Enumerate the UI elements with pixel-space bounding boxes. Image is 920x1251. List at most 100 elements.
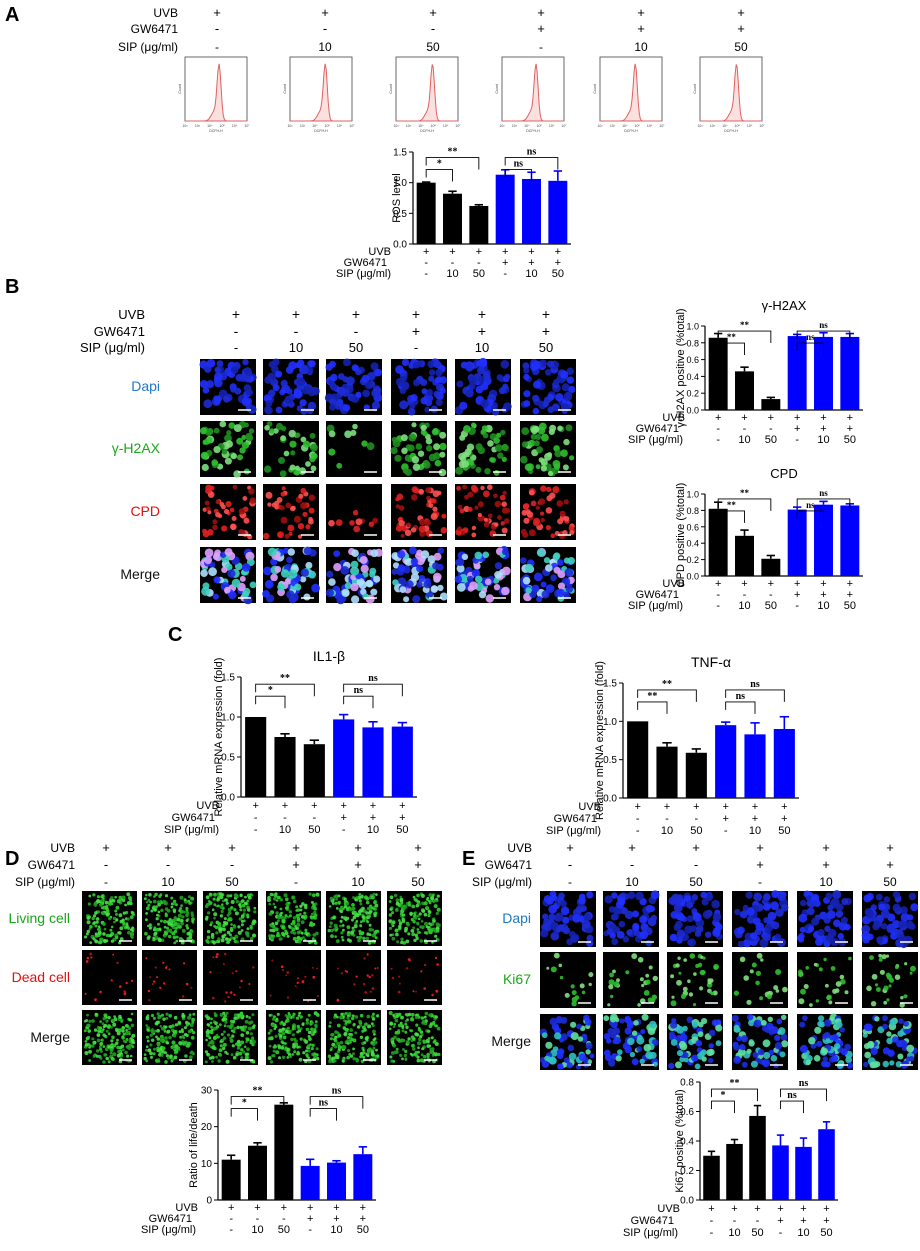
chart-title: γ-H2AX bbox=[762, 298, 807, 313]
cell-dot bbox=[373, 1040, 378, 1045]
micrograph-b bbox=[325, 547, 383, 605]
cell-dot bbox=[419, 939, 423, 943]
cell-dot bbox=[301, 980, 305, 984]
cell-dot bbox=[157, 1043, 161, 1047]
cell-dot bbox=[328, 448, 336, 456]
cell-dot bbox=[241, 441, 250, 449]
flow-ylabel: Count bbox=[593, 84, 597, 93]
cell-dot bbox=[474, 551, 483, 560]
cell-dot bbox=[830, 966, 836, 971]
cell-dot bbox=[585, 1042, 593, 1050]
uvb-mark: + bbox=[340, 800, 346, 812]
cell-dot bbox=[563, 392, 573, 401]
cell-dot bbox=[175, 1044, 179, 1048]
cell-dot bbox=[244, 1020, 249, 1024]
cell-dot bbox=[369, 567, 377, 575]
cell-dot bbox=[360, 564, 369, 573]
cell-dot bbox=[212, 897, 216, 901]
cell-dot bbox=[370, 588, 378, 596]
cell-dot bbox=[563, 438, 570, 446]
cell-dot bbox=[397, 1023, 402, 1028]
cell-dot bbox=[97, 930, 102, 935]
cell-dot bbox=[504, 373, 511, 380]
cell-dot bbox=[675, 963, 680, 968]
cell-dot bbox=[102, 1045, 106, 1048]
cell-dot bbox=[568, 1052, 577, 1061]
cell-dot bbox=[172, 935, 177, 940]
cell-dot bbox=[213, 912, 218, 917]
cell-dot bbox=[673, 903, 683, 913]
cell-dot bbox=[624, 1045, 632, 1054]
cell-dot bbox=[262, 590, 270, 598]
cell-dot bbox=[352, 423, 358, 430]
row-label-ki67merge: Merge bbox=[491, 1033, 531, 1049]
cell-dot bbox=[325, 588, 334, 598]
flow-tick-label: 10⁴ bbox=[524, 124, 530, 128]
flow-tick-label: 10² bbox=[393, 124, 399, 128]
cell-dot bbox=[352, 915, 357, 920]
cell-dot bbox=[896, 1040, 904, 1048]
cell-dot bbox=[99, 1042, 104, 1046]
cell-dot bbox=[288, 595, 297, 604]
cell-dot bbox=[92, 937, 96, 941]
cell-dot bbox=[366, 1051, 370, 1055]
cell-dot bbox=[434, 377, 441, 384]
cell-dot bbox=[873, 920, 881, 928]
gw6471-mark: - bbox=[283, 812, 287, 824]
cell-dot bbox=[618, 920, 626, 928]
cell-dot bbox=[404, 1022, 408, 1026]
cell-dot bbox=[408, 433, 417, 442]
cell-dot bbox=[277, 583, 285, 591]
cell-dot bbox=[88, 1019, 92, 1023]
cell-dot bbox=[832, 988, 838, 994]
cell-dot bbox=[110, 902, 114, 906]
cell-dot bbox=[249, 1041, 253, 1045]
cell-dot bbox=[114, 909, 118, 913]
cell-dot bbox=[430, 585, 439, 593]
micrograph-bg bbox=[387, 950, 442, 1005]
micrograph-e bbox=[539, 1014, 596, 1070]
cell-dot bbox=[568, 385, 576, 394]
cell-dot bbox=[639, 930, 649, 940]
cell-dot bbox=[215, 931, 219, 935]
cell-dot bbox=[93, 901, 97, 905]
cell-dot bbox=[88, 927, 92, 931]
gw6471-label: GW6471 bbox=[631, 1215, 674, 1227]
cell-dot bbox=[160, 1036, 165, 1041]
cell-dot bbox=[436, 1026, 441, 1031]
cell-dot bbox=[373, 913, 377, 918]
cell-dot bbox=[520, 557, 527, 564]
cell-dot bbox=[456, 558, 465, 567]
cell-dot bbox=[367, 911, 372, 915]
cell-dot bbox=[114, 895, 117, 899]
cell-dot bbox=[216, 953, 219, 956]
cell-dot bbox=[213, 395, 220, 402]
cell-dot bbox=[341, 1045, 346, 1050]
cell-dot bbox=[185, 924, 189, 928]
cell-dot bbox=[735, 1027, 741, 1033]
cell-dot bbox=[545, 507, 553, 514]
cell-dot bbox=[626, 929, 633, 936]
cell-dot bbox=[307, 933, 311, 937]
panel-letter-a: A bbox=[5, 4, 20, 26]
gw6471-mark: + bbox=[820, 589, 826, 601]
cell-dot bbox=[562, 926, 571, 935]
gw6471-mark: + bbox=[781, 813, 787, 825]
bar bbox=[522, 178, 541, 244]
cell-dot bbox=[208, 1056, 212, 1060]
gw6471-mark: + bbox=[794, 423, 800, 435]
cell-dot bbox=[183, 910, 186, 914]
cell-dot bbox=[368, 915, 372, 918]
cell-dot bbox=[237, 1039, 241, 1044]
cell-dot bbox=[233, 1016, 237, 1020]
cell-dot bbox=[531, 584, 540, 593]
cell-dot bbox=[237, 1016, 240, 1019]
cell-dot bbox=[579, 983, 585, 989]
cell-dot bbox=[297, 523, 305, 530]
cell-dot bbox=[898, 1018, 904, 1024]
flow-tick-label: 10³ bbox=[710, 124, 716, 128]
cell-dot bbox=[209, 1021, 213, 1025]
cell-dot bbox=[878, 953, 883, 958]
cell-dot bbox=[209, 923, 213, 927]
cell-dot bbox=[237, 925, 241, 929]
